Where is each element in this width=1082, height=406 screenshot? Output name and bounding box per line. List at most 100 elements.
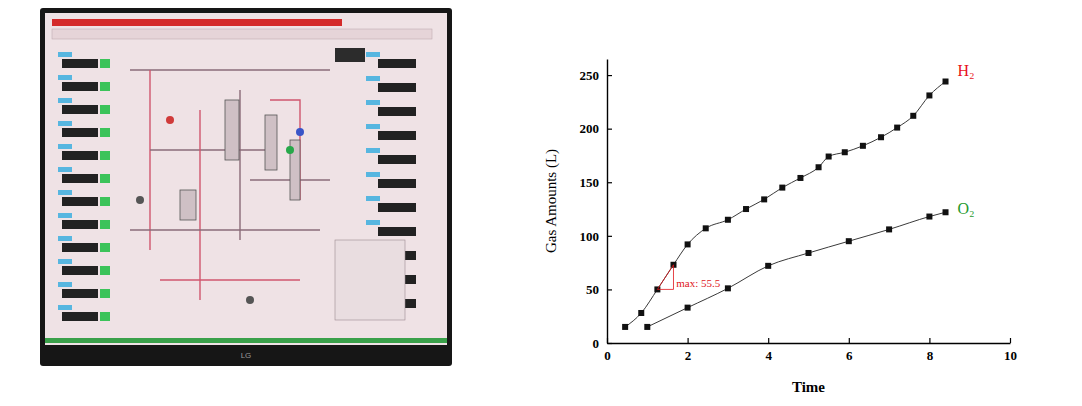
series-marker	[842, 149, 848, 155]
series-marker	[685, 305, 691, 311]
series-marker	[886, 226, 892, 232]
screen-valve	[246, 296, 254, 304]
screen-valve	[286, 146, 294, 154]
y-tick-mark	[607, 75, 612, 76]
widget-value	[62, 243, 98, 252]
x-axis-line	[608, 343, 1011, 344]
y-tick-mark	[607, 129, 612, 130]
x-tick-mark	[849, 338, 850, 343]
annotation-triangle	[657, 265, 673, 290]
widget-tag	[58, 144, 72, 149]
screen-pipe	[160, 279, 300, 280]
screen-valve	[136, 196, 144, 204]
screen-button	[335, 48, 365, 62]
x-tick: 8	[927, 338, 934, 363]
screen-valve	[166, 116, 174, 124]
series-marker	[725, 217, 731, 223]
series-marker	[622, 324, 628, 330]
series-marker	[703, 225, 709, 231]
widget-value	[378, 107, 416, 116]
widget-tag	[58, 282, 72, 287]
x-tick: 4	[765, 338, 772, 363]
widget-value	[62, 59, 98, 68]
widget-state	[100, 82, 110, 91]
screen-vessel	[265, 115, 277, 170]
x-tick-mark	[1010, 338, 1011, 343]
y-tick: 150	[580, 175, 613, 190]
widget-state	[100, 197, 110, 206]
x-tick-label: 0	[604, 348, 611, 363]
widget-tag	[366, 52, 380, 57]
widget-state	[100, 151, 110, 160]
screen-pipe	[239, 90, 240, 240]
widget-value	[62, 128, 98, 137]
screen-toolbar	[52, 29, 432, 39]
screen-pipe	[149, 70, 150, 250]
widget-tag	[58, 98, 72, 103]
series-label: H₂	[958, 62, 975, 79]
screen-vessel	[225, 100, 239, 160]
series-line	[625, 82, 945, 327]
y-tick: 100	[580, 228, 613, 243]
series-marker	[685, 241, 691, 247]
series-marker	[765, 263, 771, 269]
widget-state	[100, 266, 110, 275]
screen-panel	[335, 240, 405, 320]
x-axis-title: Time	[792, 379, 825, 395]
series-marker	[638, 310, 644, 316]
y-tick: 200	[580, 121, 613, 136]
series-marker	[926, 92, 932, 98]
x-tick-label: 10	[1004, 348, 1017, 363]
x-tick-label: 4	[765, 348, 772, 363]
y-tick-mark	[607, 289, 612, 290]
y-tick-label: 200	[580, 121, 600, 136]
series-marker	[943, 209, 949, 215]
x-tick-mark	[687, 338, 688, 343]
widget-state	[100, 312, 110, 321]
widget-value	[378, 59, 416, 68]
x-tick-label: 8	[927, 348, 934, 363]
figure: LG 0 2 4 6 8 100 50 100 150 200 250 Time Gas Amounts …	[0, 0, 1082, 406]
widget-tag	[366, 124, 380, 129]
series-marker	[860, 143, 866, 149]
series-marker	[826, 154, 832, 160]
widget-tag	[58, 75, 72, 80]
plot-marks	[622, 79, 948, 330]
y-tick: 50	[586, 282, 612, 297]
widget-value	[62, 174, 98, 183]
y-tick-label: 100	[580, 228, 600, 243]
widget-value	[62, 151, 98, 160]
widget-value	[62, 266, 98, 275]
widget-state	[100, 174, 110, 183]
x-axis: 0 2 4 6 8 10	[604, 338, 1017, 363]
widget-tag	[366, 220, 380, 225]
x-tick-mark	[768, 338, 769, 343]
series-marker	[878, 134, 884, 140]
widget-tag	[58, 190, 72, 195]
widget-tag	[58, 213, 72, 218]
series-marker	[779, 185, 785, 191]
widget-state	[100, 220, 110, 229]
annotation-text: max: 55.5	[676, 277, 720, 289]
widget-value	[62, 289, 98, 298]
widget-tag	[366, 196, 380, 201]
x-tick: 6	[846, 338, 853, 363]
widget-tag	[366, 76, 380, 81]
y-tick-label: 150	[580, 175, 600, 190]
y-axis-line	[607, 60, 608, 344]
x-tick: 2	[685, 338, 692, 363]
screen-status-bar	[45, 338, 447, 343]
series-label: O₂	[958, 200, 975, 217]
series-marker	[806, 250, 812, 256]
series-marker	[943, 79, 949, 85]
widget-value	[378, 227, 416, 236]
x-tick-label: 2	[685, 348, 692, 363]
y-axis-title: Gas Amounts (L)	[543, 149, 560, 253]
y-tick: 250	[580, 68, 613, 83]
series-marker	[926, 214, 932, 220]
monitor-brand: LG	[241, 351, 252, 360]
monitor-bezel	[40, 8, 452, 366]
widget-value	[378, 83, 416, 92]
x-tick: 10	[1004, 338, 1017, 363]
widget-tag	[58, 121, 72, 126]
